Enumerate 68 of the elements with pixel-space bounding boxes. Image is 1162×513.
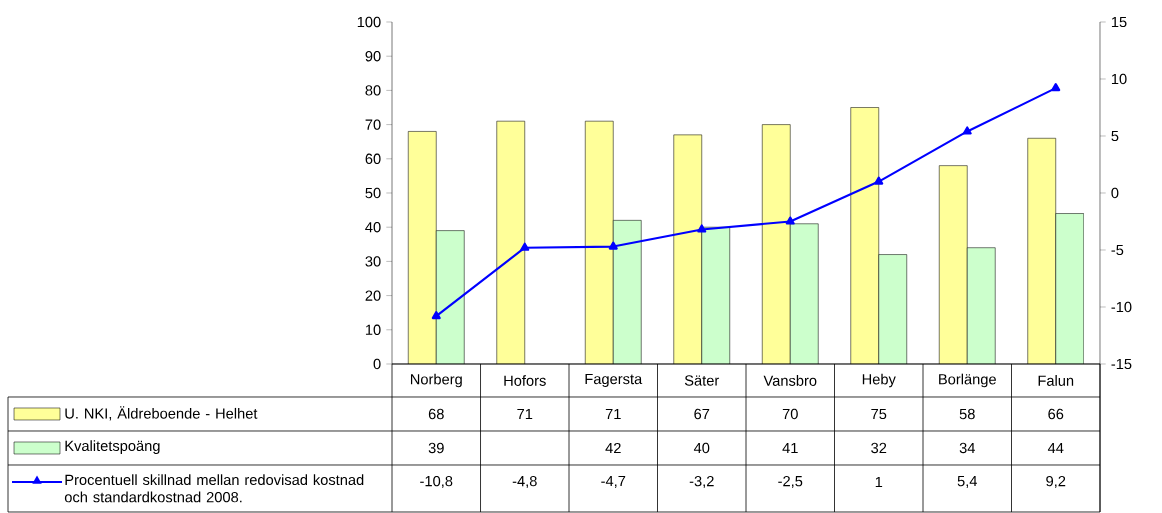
bar [673,134,702,364]
data-label: 71 [517,408,533,420]
data-label: 41 [782,442,798,454]
data-label: 66 [1048,408,1064,420]
y2-tick-label: 10 [1111,73,1127,85]
x-tick-label: Hofors [504,375,546,386]
data-label: 68 [428,408,444,420]
x-tick-label: Heby [862,373,896,388]
data-label: 75 [871,408,887,420]
bar [762,124,791,364]
point [697,224,707,233]
y2-tick-label: 5 [1111,130,1119,142]
data-label: 58 [959,408,975,420]
point [874,176,884,185]
x-tick-label: Vansbro [763,375,817,386]
y-tick-label: 70 [365,119,381,130]
x-tick-label: Falun [1038,375,1074,386]
data-label: -3,2 [689,475,714,489]
y-tick-label: 100 [357,16,381,28]
bar [585,121,614,364]
data-label: 71 [605,408,621,420]
data-label: 42 [605,442,621,454]
bar [496,121,525,364]
point [1051,83,1061,92]
data-label: 39 [428,442,444,454]
y-tick-label: 90 [365,51,381,62]
data-label: -10,8 [420,475,453,489]
data-label: 32 [871,442,887,454]
point [962,126,972,135]
bar [408,131,437,364]
data-label: 67 [694,408,710,420]
y-tick-label: 80 [365,85,381,96]
x-tick-label: Norberg [410,373,462,388]
y-tick-label: 30 [365,256,381,267]
data-label: 5,4 [957,476,978,488]
legend-label: U. NKI, Äldreboende - Helhet [65,406,258,421]
data-label: -4,7 [601,476,626,488]
bar [939,165,968,364]
point [431,311,441,320]
data-label: -2,5 [778,475,803,489]
y2-tick-label: -10 [1111,301,1132,313]
y-tick-label: 60 [365,153,381,164]
bar [1027,138,1057,364]
point [608,241,618,250]
y-tick-label: 40 [365,222,381,233]
data-label: -4,8 [512,475,537,489]
y2-tick-label: -5 [1111,244,1124,256]
x-tick-label: Fagersta [585,373,643,388]
data-label: 34 [959,442,975,454]
data-label: 70 [782,408,798,420]
data-label: 44 [1047,442,1064,454]
x-tick-label: Säter [684,375,720,386]
y-tick-label: 50 [365,187,381,199]
data-label: 1 [875,476,883,488]
y2-tick-label: 15 [1111,16,1127,28]
data-label: 40 [693,442,710,454]
bar [850,107,879,364]
y-tick-label: 0 [373,358,381,370]
legend-label: Kvalitetspoäng [65,440,160,454]
y-tick-label: 10 [365,324,381,335]
point [785,216,795,225]
y2-tick-label: -15 [1111,358,1132,370]
y-tick-label: 20 [365,290,381,301]
x-tick-label: Borlänge [939,373,996,388]
data-label: 9,2 [1046,475,1066,489]
legend-label: Procentuell skillnad mellan redovisad kostnad och standardkostnad 2008. [64,474,364,503]
y2-tick-label: 0 [1111,187,1119,199]
point [520,242,530,251]
